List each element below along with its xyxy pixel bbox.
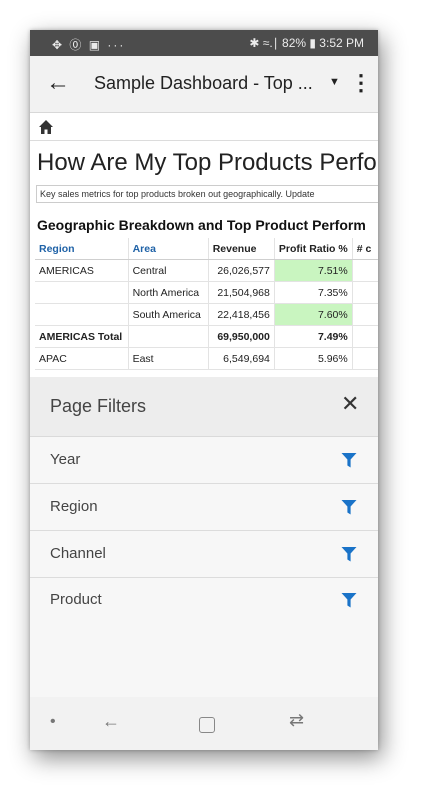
cell-region <box>35 281 129 304</box>
cell-revenue: 21,504,968 <box>208 281 275 304</box>
app-bar: ← Sample Dashboard - Top ... ▼ ⋮ <box>30 56 378 113</box>
page-title: How Are My Top Products Perform <box>37 149 378 176</box>
cell-area: East <box>128 347 209 370</box>
status-right-info: ✱ ≈.∣ 82% ▮ 3:52 PM <box>249 36 364 50</box>
cell-revenue: 22,418,456 <box>208 303 275 326</box>
table-row: South America 22,418,456 7.60% <box>35 303 378 326</box>
overflow-menu-icon[interactable]: ⋮ <box>350 70 372 95</box>
cell-count <box>352 325 378 348</box>
column-header-count[interactable]: # c <box>352 238 378 260</box>
cell-region <box>35 303 129 326</box>
column-header-region[interactable]: Region <box>35 238 129 260</box>
filter-funnel-icon[interactable] <box>341 546 357 562</box>
filter-item-channel[interactable]: Channel <box>30 531 378 578</box>
cell-count <box>352 347 378 370</box>
filter-label: Channel <box>50 545 106 562</box>
cell-region: APAC <box>35 347 129 370</box>
cell-revenue: 26,026,577 <box>208 259 275 282</box>
cell-profit-ratio: 7.51% <box>274 259 353 282</box>
filter-label: Year <box>50 451 81 468</box>
status-bar: ✥ ⓪ ▣ ··· ✱ ≈.∣ 82% ▮ 3:52 PM <box>30 30 378 56</box>
filter-label: Product <box>50 591 102 608</box>
cell-profit-ratio: 5.96% <box>274 347 353 370</box>
cell-profit-ratio: 7.49% <box>274 325 353 348</box>
filter-funnel-icon[interactable] <box>341 592 357 608</box>
cell-count <box>352 259 378 282</box>
column-header-area[interactable]: Area <box>128 238 209 260</box>
column-header-revenue[interactable]: Revenue <box>208 238 275 260</box>
cell-area: Central <box>128 259 209 282</box>
cell-profit-ratio: 7.60% <box>274 303 353 326</box>
cell-count <box>352 303 378 326</box>
page-description: Key sales metrics for top products broke… <box>36 185 378 203</box>
table-row: AMERICAS Central 26,026,577 7.51% <box>35 259 378 282</box>
cell-revenue: 6,549,694 <box>208 347 275 370</box>
nav-recent-apps-icon[interactable]: ⇄ <box>289 710 305 730</box>
filter-item-region[interactable]: Region <box>30 484 378 531</box>
page-filters-sheet: Page Filters ✕ Year Region Channel Produ… <box>30 377 378 750</box>
status-notification-icons: ✥ ⓪ ▣ ··· <box>52 38 126 52</box>
sheet-header: Page Filters ✕ <box>30 377 378 437</box>
dashboard-content: How Are My Top Products Perform Key sale… <box>30 113 378 377</box>
home-icon[interactable] <box>38 119 54 135</box>
filter-funnel-icon[interactable] <box>341 452 357 468</box>
table-header-row: Region Area Revenue Profit Ratio % # c <box>35 238 378 260</box>
cell-region: AMERICAS Total <box>35 325 129 348</box>
close-icon[interactable]: ✕ <box>341 391 360 416</box>
column-header-profit-ratio[interactable]: Profit Ratio % <box>274 238 353 260</box>
back-arrow-icon[interactable]: ← <box>46 69 70 96</box>
data-table: Region Area Revenue Profit Ratio % # c A… <box>35 238 378 370</box>
cell-area: South America <box>128 303 209 326</box>
cell-region: AMERICAS <box>35 259 129 282</box>
table-total-row: AMERICAS Total 69,950,000 7.49% <box>35 325 378 348</box>
cell-revenue: 69,950,000 <box>208 325 275 348</box>
section-title: Geographic Breakdown and Top Product Per… <box>37 217 366 233</box>
dropdown-caret-icon[interactable]: ▼ <box>329 76 340 88</box>
sheet-title: Page Filters <box>50 396 147 416</box>
filter-label: Region <box>50 498 98 515</box>
cell-profit-ratio: 7.35% <box>274 281 353 304</box>
filter-item-product[interactable]: Product <box>30 577 378 623</box>
breadcrumb-divider <box>30 140 378 141</box>
nav-home-icon[interactable] <box>199 717 215 733</box>
dashboard-title-selector[interactable]: Sample Dashboard - Top ... <box>94 73 313 93</box>
filter-item-year[interactable]: Year <box>30 437 378 484</box>
nav-back-icon[interactable]: ← <box>102 711 120 731</box>
filter-funnel-icon[interactable] <box>341 499 357 515</box>
table-row: APAC East 6,549,694 5.96% <box>35 347 378 370</box>
phone-screen: ✥ ⓪ ▣ ··· ✱ ≈.∣ 82% ▮ 3:52 PM ← Sample D… <box>30 30 378 750</box>
table-row: North America 21,504,968 7.35% <box>35 281 378 304</box>
cell-area <box>128 325 209 348</box>
cell-count <box>352 281 378 304</box>
system-nav-bar: • ← ⇄ <box>30 697 378 750</box>
nav-dot-icon: • <box>50 713 56 730</box>
cell-area: North America <box>128 281 209 304</box>
